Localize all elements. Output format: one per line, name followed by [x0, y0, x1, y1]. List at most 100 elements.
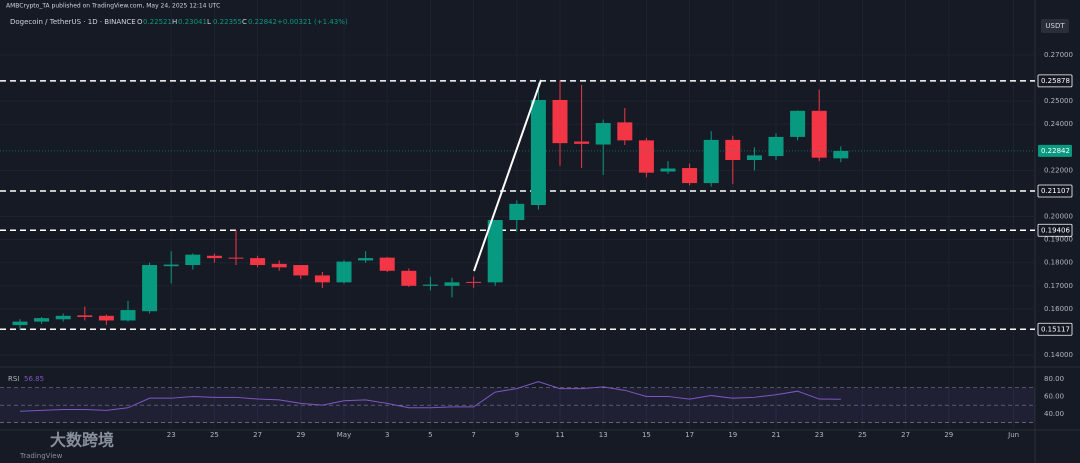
candle-body: [768, 136, 784, 157]
candle-body: [790, 110, 806, 137]
candle-body: [379, 257, 395, 271]
ohlc-value: 0.23041: [178, 18, 207, 26]
symbol: Dogecoin / TetherUS · 1D · BINANCE: [10, 18, 136, 26]
level-box: [1037, 322, 1073, 336]
last-price-box: [1038, 144, 1072, 157]
ohlc-key: C: [242, 18, 247, 26]
level-label: 0.15117: [1041, 325, 1070, 333]
candle-body: [574, 141, 590, 144]
candle-body: [509, 203, 525, 221]
candle-body: [142, 265, 158, 312]
candle-body: [466, 281, 482, 283]
candle-body: [530, 99, 546, 206]
x-tick-label: 21: [772, 431, 781, 439]
candle-body: [12, 321, 28, 326]
x-tick-label: 23: [815, 431, 824, 439]
rsi-tick-label: 40.00: [1044, 410, 1064, 418]
level-box: [1037, 74, 1073, 88]
candle-body: [206, 255, 222, 259]
candle-body: [271, 263, 287, 268]
x-tick-label: 29: [296, 431, 305, 439]
trend-line: [473, 79, 542, 272]
y-tick-label: 0.19000: [1044, 236, 1073, 244]
y-tick-label: 0.17000: [1044, 282, 1073, 290]
candle-body: [638, 140, 654, 173]
rsi-value: 56.85: [24, 375, 44, 383]
x-tick-label: 19: [728, 431, 737, 439]
ohlc-value: 0.22521: [143, 18, 172, 26]
candle-body: [617, 122, 633, 141]
candle-body: [34, 318, 50, 322]
x-tick-label: Jun: [1007, 431, 1019, 439]
candle-body: [336, 261, 352, 283]
level-box: [1037, 223, 1073, 237]
ohlc-key: H: [172, 18, 177, 26]
publisher: AMBCrypto_TA published on TradingView.co…: [6, 3, 220, 10]
candle-body: [293, 265, 309, 276]
x-tick-label: 27: [253, 431, 262, 439]
currency: USDT: [1045, 22, 1065, 30]
candle-body: [358, 258, 374, 261]
candle-body: [120, 310, 136, 321]
candle-body: [401, 270, 417, 286]
watermark: 大数跨境: [50, 431, 114, 450]
candle-body: [250, 258, 266, 266]
candle-body: [552, 99, 568, 144]
ohlc-value: 0.22355: [213, 18, 242, 26]
x-tick-label: 7: [471, 431, 475, 439]
ohlc-key: O: [137, 18, 143, 26]
level-label: 0.21107: [1041, 187, 1070, 195]
candle-body: [77, 315, 93, 317]
ohlc-change: +0.00321 (+1.43%): [277, 18, 348, 26]
candle-body: [314, 275, 330, 283]
level-label: 0.25878: [1041, 77, 1070, 85]
x-tick-label: 25: [858, 431, 867, 439]
x-tick-label: May: [337, 431, 351, 439]
logo: TradingView: [19, 452, 63, 460]
y-tick-label: 0.25000: [1044, 97, 1073, 105]
candle-body: [595, 123, 611, 145]
candle-body: [163, 264, 179, 267]
x-tick-label: 15: [642, 431, 651, 439]
candle-body: [185, 254, 201, 266]
x-tick-label: 29: [944, 431, 953, 439]
rsi-tick-label: 60.00: [1044, 392, 1064, 400]
candle-body: [746, 155, 762, 160]
ohlc-key: L: [207, 18, 211, 26]
candle-body: [811, 110, 827, 158]
level-label: 0.19406: [1041, 226, 1070, 234]
y-tick-label: 0.22000: [1044, 166, 1073, 174]
x-tick-label: 25: [210, 431, 219, 439]
y-tick-label: 0.18000: [1044, 259, 1073, 267]
candle-body: [444, 282, 460, 286]
rsi-tick-label: 80.00: [1044, 375, 1064, 383]
x-tick-label: 27: [901, 431, 910, 439]
rsi-label: RSI: [8, 375, 19, 383]
y-tick-label: 0.16000: [1044, 305, 1073, 313]
candle-body: [487, 220, 503, 283]
candle-body: [228, 257, 244, 259]
last-price-label: 0.22842: [1041, 147, 1070, 155]
x-tick-label: 11: [556, 431, 565, 439]
x-tick-label: 9: [515, 431, 519, 439]
ohlc-value: 0.22842: [248, 18, 277, 26]
candle-body: [833, 150, 849, 159]
y-tick-label: 0.24000: [1044, 120, 1073, 128]
ohlc-legend: O 0.22521 H 0.23041 L 0.22355 C 0.22842 +0.00321…: [137, 18, 348, 26]
candle-body: [703, 139, 719, 184]
candle-body: [660, 168, 676, 172]
level-box: [1037, 184, 1073, 198]
y-tick-label: 0.20000: [1044, 213, 1073, 221]
y-tick-label: 0.14000: [1044, 351, 1073, 359]
x-tick-label: 3: [385, 431, 389, 439]
x-tick-label: 17: [685, 431, 694, 439]
x-tick-label: 23: [167, 431, 176, 439]
currency-box: [1041, 19, 1069, 33]
x-tick-label: 5: [428, 431, 432, 439]
plot: [0, 80, 1035, 331]
candle-body: [725, 139, 741, 160]
candle-body: [422, 284, 438, 286]
candle-body: [682, 168, 698, 184]
